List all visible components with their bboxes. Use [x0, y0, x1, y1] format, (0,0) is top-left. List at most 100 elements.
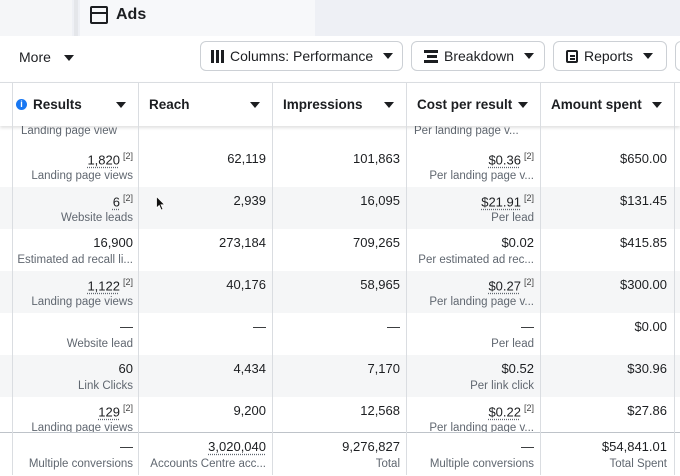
spent-value: $300.00: [620, 277, 667, 292]
cost-footnote[interactable]: [2]: [523, 151, 534, 161]
impressions-value: 16,095: [360, 193, 400, 208]
cost-value: —: [521, 319, 534, 334]
reports-label: Reports: [584, 48, 634, 64]
column-header-impressions[interactable]: Impressions: [273, 83, 406, 126]
results-footnote[interactable]: [2]: [122, 277, 133, 287]
totals-spent: $54,841.01: [601, 439, 667, 454]
table-row[interactable]: — Website lead — — — Per lead $0.00: [0, 313, 680, 355]
impressions-value-wrap: —: [387, 319, 400, 334]
cost-footnote[interactable]: [2]: [523, 277, 534, 287]
table-row[interactable]: 16,900 Estimated ad recall li... 273,184 70…: [0, 229, 680, 271]
spent-value-wrap: $415.85: [620, 235, 667, 250]
results-footnote[interactable]: [2]: [122, 193, 133, 203]
sort-chevron-icon[interactable]: [518, 102, 528, 108]
totals-results: —: [120, 439, 133, 454]
breakdown-button[interactable]: Breakdown: [411, 41, 545, 71]
spent-cell: $27.86: [541, 397, 667, 439]
reach-value: 2,939: [233, 193, 266, 208]
results-value-wrap: 129 [2]: [98, 403, 133, 419]
cost-subtext: Per estimated ad rec...: [418, 254, 534, 266]
impressions-cell: 7,170: [273, 355, 400, 397]
table-row[interactable]: 60 Link Clicks 4,434 7,170 $0.52 Per link cli…: [0, 355, 680, 397]
column-divider: [540, 82, 541, 475]
results-subtext: Website leads: [60, 212, 133, 224]
reach-value: 273,184: [219, 235, 266, 250]
cost-value[interactable]: $0.36: [488, 152, 521, 168]
reports-button[interactable]: Reports: [553, 41, 667, 71]
previous-tab[interactable]: [0, 0, 72, 36]
spent-value: $650.00: [620, 151, 667, 166]
cost-value[interactable]: $0.22: [488, 404, 521, 420]
partial-row-cost-sub: Per landing page v...: [414, 125, 519, 137]
spent-value-wrap: $131.45: [620, 193, 667, 208]
cost-value-wrap: —: [521, 319, 534, 334]
columns-button[interactable]: Columns: Performance: [200, 41, 403, 71]
results-cell: 60 Link Clicks: [0, 355, 133, 397]
totals-cost: —: [521, 439, 534, 454]
overflow-button[interactable]: [675, 41, 680, 71]
table-row[interactable]: 6 [2] Website leads 2,939 16,095 $21.91 [2] Per…: [0, 187, 680, 229]
column-header-stub[interactable]: [0, 83, 12, 126]
results-value[interactable]: 1,820: [87, 152, 120, 168]
cost-cell: $0.52 Per link click: [407, 355, 534, 397]
results-value-wrap: 1,820 [2]: [87, 151, 133, 167]
column-header-cost-per-result[interactable]: Cost per result: [407, 83, 540, 126]
totals-impressions: 9,276,827: [342, 439, 400, 454]
results-value: —: [120, 319, 133, 334]
totals-cost-cell: — Multiple conversions: [407, 433, 534, 475]
cost-cell: $0.02 Per estimated ad rec...: [407, 229, 534, 271]
results-value[interactable]: 129: [98, 404, 120, 420]
cost-cell: $0.22 [2] Per landing page v...: [407, 397, 534, 439]
tab-ads[interactable]: [80, 0, 315, 36]
impressions-value-wrap: 101,863: [353, 151, 400, 166]
table-row[interactable]: 129 [2] Landing page views 9,200 12,568 $0.22…: [0, 397, 680, 439]
results-value[interactable]: 1,122: [87, 278, 120, 294]
sort-chevron-icon[interactable]: [384, 102, 394, 108]
results-cell: 6 [2] Website leads: [0, 187, 133, 229]
impressions-value-wrap: 7,170: [367, 361, 400, 376]
totals-cost-sub: Multiple conversions: [429, 458, 534, 470]
cost-value[interactable]: $0.27: [488, 278, 521, 294]
table-row[interactable]: 1,820 [2] Landing page views 62,119 101,863 $…: [0, 145, 680, 187]
spent-cell: $650.00: [541, 145, 667, 187]
results-value: 60: [118, 361, 133, 376]
cost-value-wrap: $0.52: [501, 361, 534, 376]
cost-value[interactable]: $21.91: [481, 194, 521, 210]
table-row[interactable]: 1,122 [2] Landing page views 40,176 58,965 $0…: [0, 271, 680, 313]
cost-value: $0.52: [501, 361, 534, 376]
reach-value-wrap: 4,434: [233, 361, 266, 376]
reach-value: 40,176: [226, 277, 266, 292]
spent-cell: $131.45: [541, 187, 667, 229]
cost-cell: — Per lead: [407, 313, 534, 355]
column-header-results[interactable]: i Results: [13, 83, 138, 126]
spent-cell: $415.85: [541, 229, 667, 271]
results-value-wrap: 60: [119, 361, 133, 376]
cost-value-wrap: $0.27 [2]: [488, 277, 534, 293]
more-button[interactable]: More: [19, 49, 74, 65]
impressions-value-wrap: 16,095: [360, 193, 400, 208]
info-icon[interactable]: i: [16, 99, 27, 110]
sort-chevron-icon[interactable]: [116, 102, 126, 108]
totals-impressions-cell: 9,276,827 Total: [273, 433, 400, 475]
cost-footnote[interactable]: [2]: [523, 193, 534, 203]
impressions-cell: 12,568: [273, 397, 400, 439]
sort-chevron-icon[interactable]: [652, 102, 662, 108]
totals-spent-sub: Total Spent: [609, 458, 667, 470]
reach-cell: 40,176: [139, 271, 266, 313]
sort-chevron-icon[interactable]: [250, 102, 260, 108]
results-footnote[interactable]: [2]: [122, 151, 133, 161]
reach-value-wrap: 40,176: [226, 277, 266, 292]
results-value[interactable]: 6: [112, 194, 120, 210]
totals-results-sub: Multiple conversions: [28, 458, 133, 470]
columns-icon: [211, 49, 224, 63]
results-value-wrap: 16,900: [93, 235, 133, 250]
column-header-reach[interactable]: Reach: [139, 83, 272, 126]
chevron-down-icon: [643, 53, 654, 59]
cost-footnote[interactable]: [2]: [523, 403, 534, 413]
spent-value: $415.85: [620, 235, 667, 250]
totals-results-cell: — Multiple conversions: [0, 433, 133, 475]
more-label: More: [19, 49, 51, 65]
results-footnote[interactable]: [2]: [122, 403, 133, 413]
totals-reach[interactable]: 3,020,040: [208, 439, 266, 454]
column-header-amount-spent[interactable]: Amount spent: [541, 83, 674, 126]
